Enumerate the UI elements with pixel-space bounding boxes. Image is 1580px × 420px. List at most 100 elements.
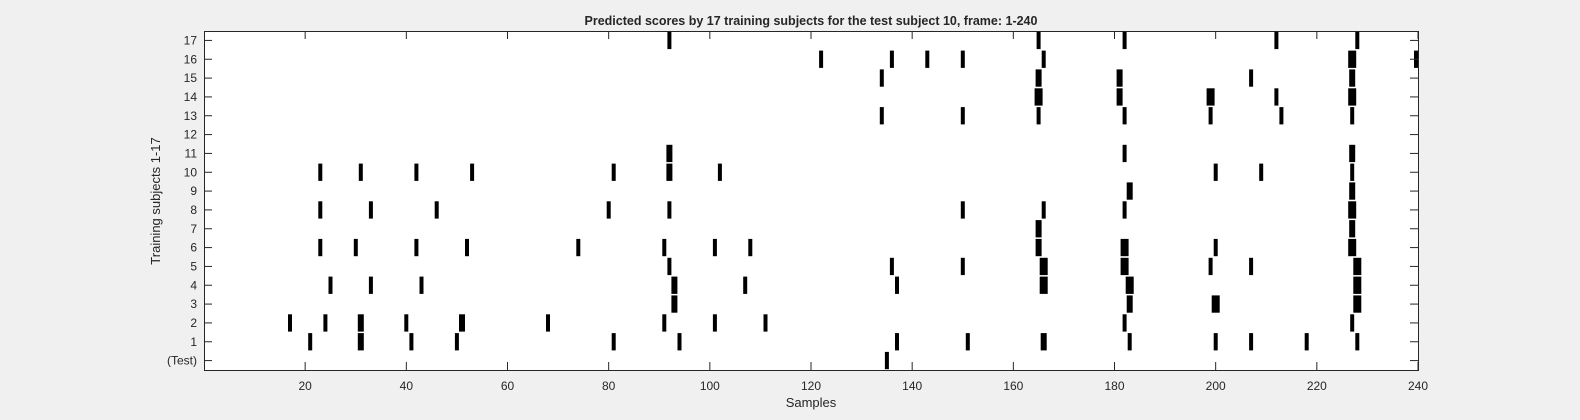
- event-mark: [611, 333, 616, 351]
- y-tick-label: 14: [184, 90, 198, 104]
- x-axis: 20 40 60 80 100 120 140 160 180 200 220 240: [298, 31, 1428, 393]
- y-tick-label: 17: [184, 33, 198, 47]
- event-mark: [1249, 333, 1254, 351]
- event-mark: [606, 201, 611, 219]
- event-mark: [662, 314, 667, 332]
- event-mark: [323, 314, 328, 332]
- event-mark: [1039, 276, 1048, 294]
- event-mark: [1353, 257, 1362, 276]
- event-mark: [1041, 50, 1046, 68]
- event-mark: [1116, 69, 1123, 87]
- y-tick-label: 9: [190, 184, 197, 198]
- event-mark: [743, 276, 748, 294]
- event-mark: [1274, 88, 1279, 106]
- event-mark: [465, 238, 469, 257]
- event-mark: [358, 163, 363, 181]
- raster-marks: [288, 31, 1418, 370]
- event-mark: [1259, 163, 1264, 181]
- event-mark: [357, 333, 364, 351]
- event-mark: [546, 314, 550, 332]
- event-mark: [884, 351, 889, 370]
- event-mark: [1126, 182, 1133, 200]
- event-mark: [1208, 107, 1213, 125]
- event-mark: [1213, 333, 1218, 351]
- x-tick-label: 220: [1307, 379, 1327, 393]
- event-mark: [1353, 276, 1362, 294]
- event-mark: [1349, 144, 1356, 163]
- event-mark: [667, 257, 672, 276]
- event-mark: [328, 276, 333, 294]
- event-mark: [1036, 31, 1041, 50]
- event-mark: [404, 314, 409, 332]
- x-tick-label: 180: [1104, 379, 1124, 393]
- event-mark: [409, 333, 414, 351]
- event-mark: [671, 276, 678, 294]
- event-mark: [895, 333, 899, 351]
- event-mark: [965, 333, 970, 351]
- event-mark: [960, 257, 965, 276]
- event-mark: [1127, 333, 1132, 351]
- event-mark: [611, 163, 616, 181]
- event-mark: [960, 201, 965, 219]
- x-tick-label: 240: [1408, 379, 1428, 393]
- chart-title: Predicted scores by 17 training subjects…: [585, 14, 1038, 28]
- y-tick-label: 2: [190, 316, 197, 330]
- event-mark: [671, 295, 678, 313]
- event-mark: [1349, 69, 1356, 87]
- event-mark: [1208, 257, 1213, 276]
- event-mark: [368, 276, 373, 294]
- event-mark: [459, 314, 465, 332]
- y-tick-label: 1: [190, 335, 197, 349]
- event-mark: [879, 107, 884, 125]
- event-mark: [1355, 333, 1360, 351]
- event-mark: [1039, 257, 1048, 276]
- event-mark: [1211, 295, 1220, 313]
- event-mark: [895, 276, 899, 294]
- event-mark: [414, 163, 419, 181]
- event-mark: [1274, 31, 1279, 50]
- y-tick-label: 16: [184, 52, 198, 66]
- event-mark: [1041, 201, 1046, 219]
- y-tick-label: 15: [184, 71, 198, 85]
- y-tick-label: 13: [184, 109, 198, 123]
- event-mark: [1349, 220, 1356, 238]
- event-mark: [667, 31, 672, 50]
- x-tick-label: 40: [400, 379, 414, 393]
- event-mark: [1350, 314, 1355, 332]
- event-mark: [960, 107, 965, 125]
- event-mark: [1349, 182, 1356, 200]
- x-tick-label: 20: [298, 379, 312, 393]
- x-tick-label: 140: [902, 379, 922, 393]
- event-mark: [1213, 163, 1218, 181]
- event-mark: [288, 314, 292, 332]
- event-mark: [353, 238, 358, 257]
- event-mark: [1122, 144, 1127, 163]
- event-mark: [748, 238, 753, 257]
- event-mark: [717, 163, 722, 181]
- event-mark: [1122, 107, 1127, 125]
- event-mark: [357, 314, 364, 332]
- event-mark: [1120, 238, 1129, 257]
- event-mark: [434, 201, 439, 219]
- event-mark: [1353, 295, 1362, 313]
- event-mark: [1348, 88, 1357, 106]
- event-mark: [879, 69, 884, 87]
- event-mark: [470, 163, 475, 181]
- event-mark: [1350, 163, 1355, 181]
- y-tick-label: 11: [185, 146, 198, 160]
- event-mark: [1206, 88, 1215, 106]
- event-mark: [414, 238, 419, 257]
- x-tick-label: 60: [501, 379, 515, 393]
- x-tick-label: 80: [602, 379, 616, 393]
- event-mark: [1122, 201, 1127, 219]
- event-mark: [318, 163, 323, 181]
- y-tick-label: 10: [184, 165, 198, 179]
- y-tick-label: 8: [190, 203, 197, 217]
- event-mark: [1126, 295, 1133, 313]
- event-mark: [1122, 314, 1127, 332]
- event-mark: [960, 50, 965, 68]
- y-tick-label: 4: [190, 278, 197, 292]
- event-mark: [576, 238, 581, 257]
